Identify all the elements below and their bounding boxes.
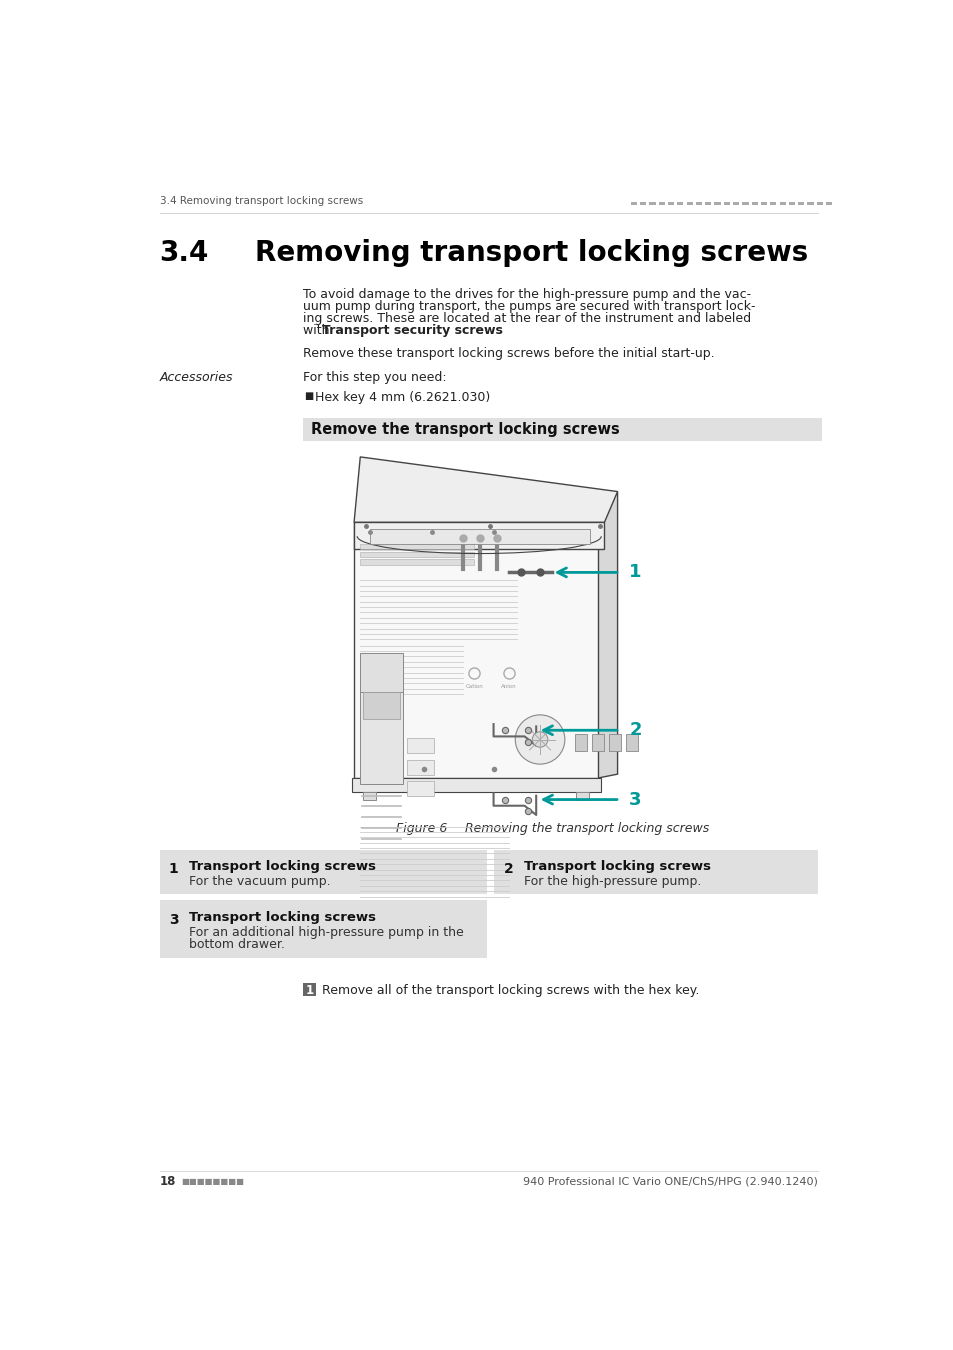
Bar [303, 417, 821, 440]
Text: Remove these transport locking screws before the initial start-up.: Remove these transport locking screws be… [303, 347, 714, 360]
Bar [788, 202, 794, 205]
Text: Accessories: Accessories [159, 371, 233, 385]
Bar [369, 528, 590, 544]
Bar [741, 202, 748, 205]
Bar [658, 202, 664, 205]
Text: 940 Professional IC Vario ONE/ChS/HPG (2.940.1240): 940 Professional IC Vario ONE/ChS/HPG (2… [523, 1176, 818, 1187]
Text: ■: ■ [304, 392, 314, 401]
Text: 3.4 Removing transport locking screws: 3.4 Removing transport locking screws [159, 196, 362, 205]
Text: Cation: Cation [465, 684, 482, 688]
Text: Remove the transport locking screws: Remove the transport locking screws [311, 423, 619, 437]
Text: For an additional high-pressure pump in the: For an additional high-pressure pump in … [189, 926, 463, 938]
Text: Removing the transport locking screws: Removing the transport locking screws [449, 822, 709, 834]
Text: Removing transport locking screws: Removing transport locking screws [254, 239, 807, 267]
Bar [649, 202, 655, 205]
Bar [686, 202, 692, 205]
Bar [625, 734, 638, 751]
Text: For this step you need:: For this step you need: [303, 371, 446, 385]
Bar [360, 559, 474, 564]
Text: uum pump during transport, the pumps are secured with transport lock-: uum pump during transport, the pumps are… [303, 300, 755, 313]
Bar [159, 849, 486, 894]
Bar [159, 900, 486, 958]
Polygon shape [598, 491, 617, 778]
Bar [779, 202, 785, 205]
Bar [723, 202, 729, 205]
Text: For the vacuum pump.: For the vacuum pump. [189, 875, 331, 888]
Bar [630, 202, 637, 205]
Text: Figure 6: Figure 6 [396, 822, 447, 834]
Text: 18: 18 [159, 1174, 175, 1188]
Polygon shape [354, 522, 604, 549]
Text: 2: 2 [629, 721, 641, 740]
Bar [576, 792, 588, 799]
Bar [677, 202, 682, 205]
Text: 1: 1 [305, 984, 314, 996]
Bar [714, 202, 720, 205]
Text: 1: 1 [169, 861, 178, 876]
Bar [592, 734, 604, 751]
Text: Transport security screws: Transport security screws [321, 324, 502, 338]
Text: To avoid damage to the drives for the high-pressure pump and the vac-: To avoid damage to the drives for the hi… [303, 288, 750, 301]
Text: ing screws. These are located at the rear of the instrument and labeled: ing screws. These are located at the rea… [303, 312, 750, 325]
Text: with: with [303, 324, 334, 338]
Text: 3: 3 [169, 913, 178, 926]
Text: 2: 2 [503, 861, 513, 876]
Bar [732, 202, 739, 205]
Bar [494, 849, 818, 894]
Text: Hex key 4 mm (6.2621.030): Hex key 4 mm (6.2621.030) [315, 392, 490, 405]
Bar [363, 792, 375, 799]
Bar [360, 691, 402, 784]
Circle shape [515, 716, 564, 764]
Bar [751, 202, 757, 205]
Text: Transport locking screws: Transport locking screws [189, 860, 375, 873]
Circle shape [532, 732, 547, 747]
Bar [760, 202, 766, 205]
Text: Remove all of the transport locking screws with the hex key.: Remove all of the transport locking scre… [321, 984, 699, 996]
Text: 1: 1 [629, 563, 641, 582]
Bar [360, 552, 474, 558]
Bar [575, 734, 587, 751]
Text: bottom drawer.: bottom drawer. [189, 938, 285, 952]
Bar [769, 202, 776, 205]
Bar [406, 738, 434, 753]
Bar [360, 653, 402, 716]
Text: 3.4: 3.4 [159, 239, 209, 267]
Bar [303, 983, 315, 996]
Polygon shape [354, 456, 617, 522]
Bar [639, 202, 645, 205]
Bar [798, 202, 803, 205]
Text: Anion: Anion [500, 684, 517, 688]
Bar [816, 202, 822, 205]
Text: Transport locking screws: Transport locking screws [189, 911, 375, 925]
Bar [667, 202, 674, 205]
Bar [363, 691, 399, 718]
Text: Transport locking screws: Transport locking screws [523, 860, 710, 873]
Bar [360, 544, 474, 549]
Text: ■■■■■■■■: ■■■■■■■■ [181, 1177, 244, 1187]
Bar [806, 202, 813, 205]
Bar [695, 202, 701, 205]
Text: For the high-pressure pump.: For the high-pressure pump. [523, 875, 700, 888]
Text: 3: 3 [629, 791, 641, 809]
Bar [352, 778, 599, 792]
Text: .: . [432, 324, 436, 338]
Bar [704, 202, 711, 205]
Bar [354, 522, 598, 778]
Bar [825, 202, 831, 205]
Bar [406, 760, 434, 775]
Bar [608, 734, 620, 751]
Bar [406, 782, 434, 796]
